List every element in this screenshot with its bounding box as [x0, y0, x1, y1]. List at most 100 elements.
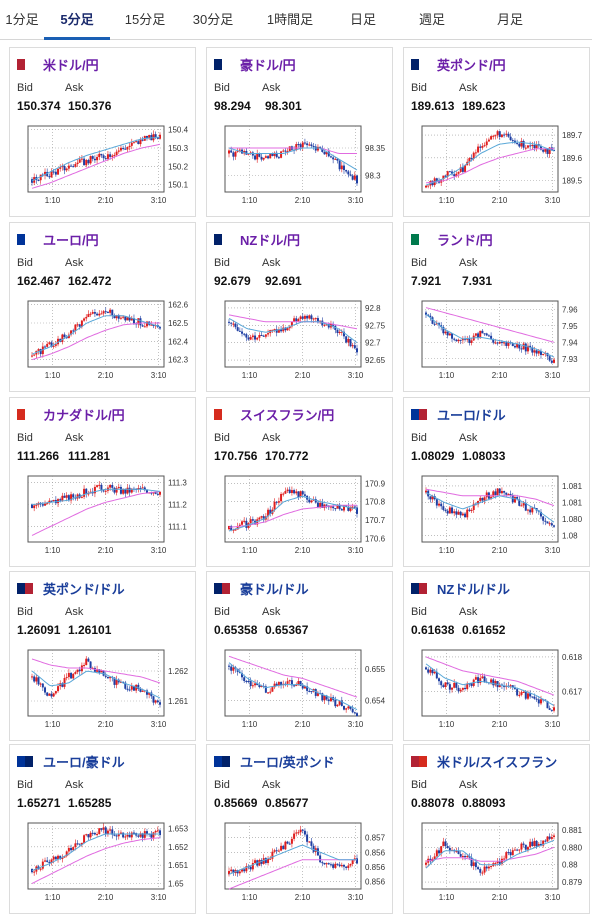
rate-card[interactable]: ユーロ/円 Bid Ask 162.467 162.472 162.6 162.5 162.4… — [9, 222, 196, 392]
candle-body — [145, 135, 148, 138]
pair-name[interactable]: 英ポンド/円 — [437, 57, 506, 73]
pair-name[interactable]: ランド/円 — [437, 232, 493, 248]
rate-card[interactable]: 米ドル/スイスフラン Bid Ask 0.88078 0.88093 0.881 0.880… — [403, 744, 590, 914]
candle-body — [329, 506, 332, 508]
pair-name[interactable]: 英ポンド/ドル — [43, 581, 125, 597]
rate-card[interactable]: 豪ドル/円 Bid Ask 98.294 98.301 98.35 98.3 1:10 2:10… — [206, 47, 393, 217]
price-chart[interactable]: 150.4 150.3 150.2 150.1 1:10 2:10 3:10 — [18, 122, 188, 210]
pair-name[interactable]: 米ドル/スイスフラン — [437, 754, 558, 770]
rate-card[interactable]: NZドル/円 Bid Ask 92.679 92.691 92.8 92.75 92.7 92.… — [206, 222, 393, 392]
price-chart[interactable]: 98.35 98.3 1:10 2:10 3:10 — [215, 122, 385, 210]
price-chart[interactable]: 189.7 189.6 189.5 1:10 2:10 3:10 — [412, 122, 582, 210]
pair-name[interactable]: NZドル/円 — [240, 232, 300, 248]
price-chart[interactable]: 7.96 7.95 7.94 7.93 1:10 2:10 3:10 — [412, 297, 582, 385]
bid-value: 98.294 — [214, 99, 251, 113]
price-chart[interactable]: 1.653 1.652 1.651 1.65 1:10 2:10 3:10 — [18, 819, 188, 907]
rate-card[interactable]: ユーロ/ドルBidAsk1.080291.080331.08151.0811.0… — [403, 397, 590, 567]
candle-body — [275, 850, 278, 852]
rate-card[interactable]: 英ポンド/ドル Bid Ask 1.26091 1.26101 1.262 1.261 1:1… — [9, 571, 196, 741]
rate-card[interactable]: NZドル/ドル Bid Ask 0.61638 0.61652 0.618 0.617 1:1… — [403, 571, 590, 741]
candle-body — [500, 491, 503, 494]
rate-card[interactable]: 豪ドル/ドル Bid Ask 0.65358 0.65367 0.655 0.654 1:10… — [206, 571, 393, 741]
candle-body — [139, 488, 142, 490]
pair-name[interactable]: 豪ドル/円 — [240, 57, 296, 73]
rate-card[interactable]: スイスフラン/円 Bid Ask 170.756 170.772 170.9 170.8 17… — [206, 397, 393, 567]
candle-body — [524, 147, 527, 149]
candle-body — [59, 167, 62, 169]
candle-body — [124, 148, 127, 150]
candle-body — [314, 146, 317, 151]
candle-body — [336, 504, 339, 509]
rate-card[interactable]: ユーロ/豪ドル Bid Ask 1.65271 1.65285 1.653 1.652 1.6… — [9, 744, 196, 914]
candle-body — [316, 502, 319, 508]
rate-card[interactable]: 英ポンド/円 Bid Ask 189.613 189.623 189.7 189.6 189.… — [403, 47, 590, 217]
pair-name[interactable]: ユーロ/ドル — [437, 407, 506, 423]
pair-name[interactable]: カナダドル/円 — [43, 407, 125, 423]
tab-3[interactable]: 30分足 — [192, 12, 234, 27]
tab-0[interactable]: 1分足 — [5, 12, 39, 27]
candle-body — [241, 673, 244, 678]
bid-label: Bid — [214, 779, 230, 791]
rate-card[interactable]: 米ドル/円 Bid Ask 150.374 150.376 150.4 150.3 150.2… — [9, 47, 196, 217]
price-chart[interactable]: 0.655 0.654 1:10 2:10 3:10 — [215, 646, 385, 734]
candle-body — [520, 140, 523, 147]
price-chart[interactable]: 92.8 92.75 92.7 92.65 1:10 2:10 3:10 — [215, 297, 385, 385]
pair-name[interactable]: ユーロ/円 — [43, 232, 99, 248]
candle-body — [130, 685, 133, 690]
candle-body — [451, 333, 454, 339]
pair-name[interactable]: ユーロ/豪ドル — [43, 754, 125, 770]
candle-body — [78, 159, 81, 163]
price-chart[interactable]: 0.881 0.8805 0.88 0.8795 1:10 2:10 3:10 — [412, 819, 582, 907]
tab-7[interactable]: 月足 — [496, 12, 523, 27]
ma-short-line — [31, 833, 160, 872]
price-chart[interactable]: 0.618 0.617 1:10 2:10 3:10 — [412, 646, 582, 734]
candle-body — [80, 158, 83, 160]
candle-body — [505, 852, 508, 859]
candle-body — [128, 689, 131, 691]
tab-4[interactable]: 1時間足 — [266, 12, 314, 27]
pair-name[interactable]: 米ドル/円 — [43, 57, 99, 73]
candle-body — [104, 311, 107, 313]
candle-body — [435, 499, 438, 506]
tab-1[interactable]: 5分足 — [44, 0, 110, 40]
ma-long-line — [425, 148, 554, 184]
candle-body — [435, 850, 438, 857]
candle-body — [342, 705, 345, 710]
tab-5[interactable]: 日足 — [349, 12, 376, 27]
x-tick-label: 1:10 — [242, 720, 258, 729]
candle-body — [117, 150, 120, 152]
bid-value: 0.85669 — [214, 796, 258, 810]
pair-name[interactable]: NZドル/ドル — [437, 581, 510, 597]
price-chart[interactable]: 1.0815 1.081 1.0805 1.08 1:10 2:10 3:10 — [412, 472, 582, 560]
pair-name[interactable]: スイスフラン/円 — [240, 407, 335, 423]
candle-body — [503, 685, 506, 688]
tab-6[interactable]: 週足 — [418, 12, 445, 27]
y-tick-label: 0.8564 — [365, 878, 385, 887]
pair-name[interactable]: 豪ドル/ドル — [240, 581, 309, 597]
rate-card[interactable]: ランド/円 Bid Ask 7.921 7.931 7.96 7.95 7.94 7.93 1:1… — [403, 222, 590, 392]
price-chart[interactable]: 111.3 111.2 111.1 1:10 2:10 3:10 — [18, 472, 188, 560]
candle-body — [262, 858, 265, 864]
candle-body — [106, 676, 109, 679]
price-chart[interactable]: 170.9 170.8 170.7 170.6 1:10 2:10 3:10 — [215, 472, 385, 560]
price-chart[interactable]: 162.6 162.5 162.4 162.3 1:10 2:10 3:10 — [18, 297, 188, 385]
candle-body — [548, 523, 551, 525]
tab-2[interactable]: 15分足 — [124, 12, 166, 27]
rate-card[interactable]: カナダドル/円 Bid Ask 111.266 111.281 111.3 111.2 111… — [9, 397, 196, 567]
candle-body — [542, 516, 545, 521]
price-chart[interactable]: 1.262 1.261 1:10 2:10 3:10 — [18, 646, 188, 734]
x-tick-label: 1:10 — [45, 893, 61, 902]
candle-body — [241, 521, 244, 525]
y-tick-label: 189.6 — [562, 154, 582, 163]
price-chart[interactable]: 0.857 0.8568 0.8566 0.8564 1:10 2:10 3:10 — [215, 819, 385, 907]
candle-body — [349, 174, 352, 176]
candle-body — [290, 838, 293, 844]
y-tick-label: 111.2 — [168, 501, 187, 510]
pair-name[interactable]: ユーロ/英ポンド — [240, 754, 335, 770]
rate-card[interactable]: ユーロ/英ポンドBidAsk0.856690.856770.8570.85680… — [206, 744, 393, 914]
chart-svg: 170.9 170.8 170.7 170.6 1:10 2:10 3:10 — [224, 475, 385, 555]
candle-body — [288, 680, 291, 682]
candle-body — [470, 158, 473, 160]
candle-body — [457, 687, 460, 692]
candle-body — [516, 849, 519, 851]
